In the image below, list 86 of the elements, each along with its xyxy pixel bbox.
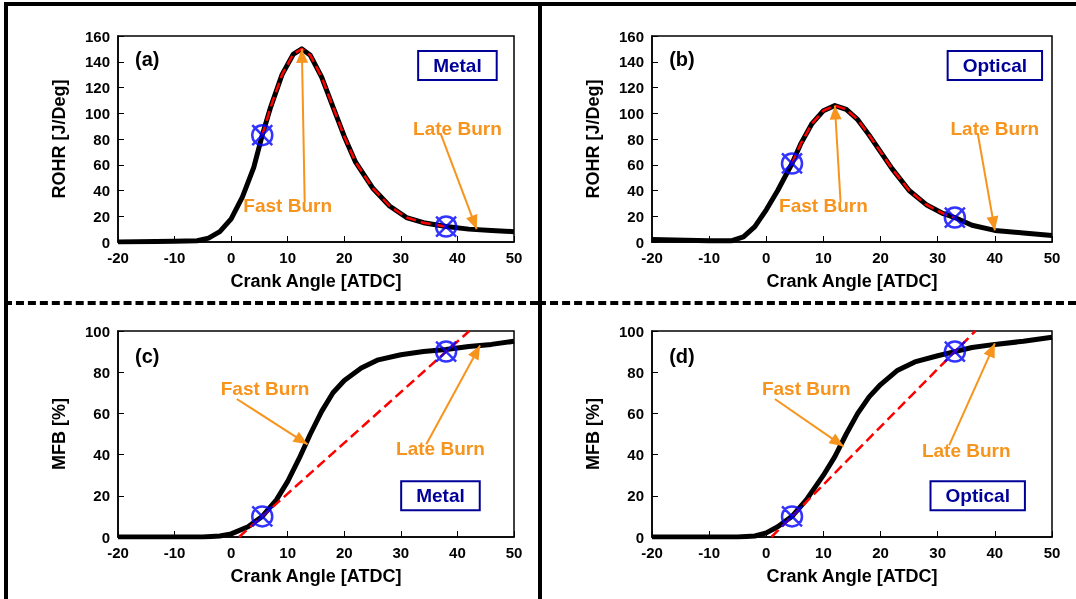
y-tick-label: 0 (635, 233, 644, 251)
annotation: Late Burn (396, 437, 485, 459)
y-tick-label: 20 (93, 207, 110, 225)
x-tick-label: -10 (698, 249, 720, 266)
y-tick-label: 60 (627, 156, 644, 174)
annotation: Optical (962, 55, 1028, 77)
annotation: (b) (669, 48, 695, 71)
annotation: Fast Burn (220, 378, 310, 400)
x-tick-label: 30 (392, 544, 410, 561)
x-tick-label: 40 (449, 249, 466, 266)
y-tick-label: 20 (627, 207, 644, 225)
x-tick-label: 40 (986, 544, 1004, 561)
x-tick-label: -20 (107, 249, 129, 266)
x-tick-label: 30 (392, 249, 410, 266)
annotation: (c) (134, 344, 160, 367)
x-tick-label: 10 (815, 544, 832, 561)
x-tick-label: -20 (641, 544, 663, 561)
y-tick-label: 60 (93, 156, 110, 174)
x-tick-label: 50 (505, 544, 523, 561)
x-axis-title: Crank Angle [ATDC] (230, 566, 402, 586)
annotation: (a) (134, 48, 160, 71)
annotation: Fast Burn (243, 195, 333, 217)
y-tick-label: 40 (93, 446, 110, 464)
annotation: (d) (669, 344, 695, 367)
x-tick-label: 0 (762, 544, 771, 561)
y-tick-label: 80 (627, 130, 644, 148)
x-tick-label: -20 (641, 249, 663, 266)
y-axis-title: ROHR [J/Deg] (583, 79, 603, 199)
annotation: Late Burn (950, 118, 1040, 140)
y-tick-label: 80 (627, 363, 644, 381)
y-axis-title: MFB [%] (583, 398, 603, 470)
y-axis-title: ROHR [J/Deg] (49, 79, 69, 199)
y-tick-label: 80 (93, 363, 110, 381)
y-tick-label: 20 (93, 487, 110, 505)
x-tick-label: 40 (986, 249, 1004, 266)
x-tick-label: 20 (335, 544, 353, 561)
y-tick-label: 60 (627, 404, 644, 422)
x-tick-label: -10 (698, 544, 720, 561)
x-tick-label: 30 (929, 249, 947, 266)
annotation: Optical (945, 485, 1010, 507)
y-tick-label: 160 (84, 27, 110, 45)
x-tick-label: 10 (279, 544, 297, 561)
x-tick-label: 10 (279, 249, 297, 266)
y-tick-label: 100 (84, 104, 110, 122)
y-tick-label: 100 (84, 322, 110, 340)
y-tick-label: 0 (101, 233, 110, 251)
y-tick-label: 40 (93, 182, 110, 199)
x-tick-label: 30 (929, 544, 947, 561)
x-tick-label: -10 (163, 544, 186, 561)
x-tick-label: 40 (449, 544, 466, 561)
x-axis-title: Crank Angle [ATDC] (766, 271, 938, 291)
y-tick-label: 160 (618, 27, 644, 45)
y-tick-label: 20 (627, 487, 644, 505)
x-tick-label: 0 (226, 249, 236, 266)
y-tick-label: 80 (93, 130, 110, 148)
y-tick-label: 0 (635, 528, 644, 546)
x-tick-label: 50 (1043, 544, 1061, 561)
annotation: Late Burn (921, 439, 1011, 461)
x-axis-title: Crank Angle [ATDC] (766, 566, 938, 586)
annotation: Late Burn (413, 118, 502, 140)
y-tick-label: 40 (627, 446, 644, 464)
y-tick-label: 40 (627, 182, 644, 199)
x-axis-title: Crank Angle [ATDC] (230, 271, 402, 291)
y-tick-label: 100 (618, 322, 644, 340)
y-tick-label: 140 (84, 53, 110, 71)
y-tick-label: 0 (101, 528, 110, 546)
x-tick-label: 20 (872, 544, 889, 561)
y-tick-label: 100 (618, 104, 644, 122)
annotation: Metal (433, 55, 482, 77)
x-tick-label: -20 (107, 544, 129, 561)
x-tick-label: 10 (815, 249, 832, 266)
x-tick-label: -10 (163, 249, 186, 266)
x-tick-label: 20 (335, 249, 353, 266)
y-tick-label: 140 (618, 53, 644, 71)
annotation: Fast Burn (779, 195, 868, 217)
y-axis-title: MFB [%] (49, 398, 69, 470)
y-tick-label: 60 (93, 404, 110, 422)
annotation: Fast Burn (761, 378, 851, 400)
x-tick-label: 20 (872, 249, 889, 266)
x-tick-label: 50 (505, 249, 523, 266)
y-tick-label: 120 (618, 79, 644, 96)
y-tick-label: 120 (84, 79, 110, 96)
x-tick-label: 0 (762, 249, 771, 266)
x-tick-label: 50 (1043, 249, 1061, 266)
annotation: Metal (416, 485, 465, 507)
x-tick-label: 0 (226, 544, 236, 561)
